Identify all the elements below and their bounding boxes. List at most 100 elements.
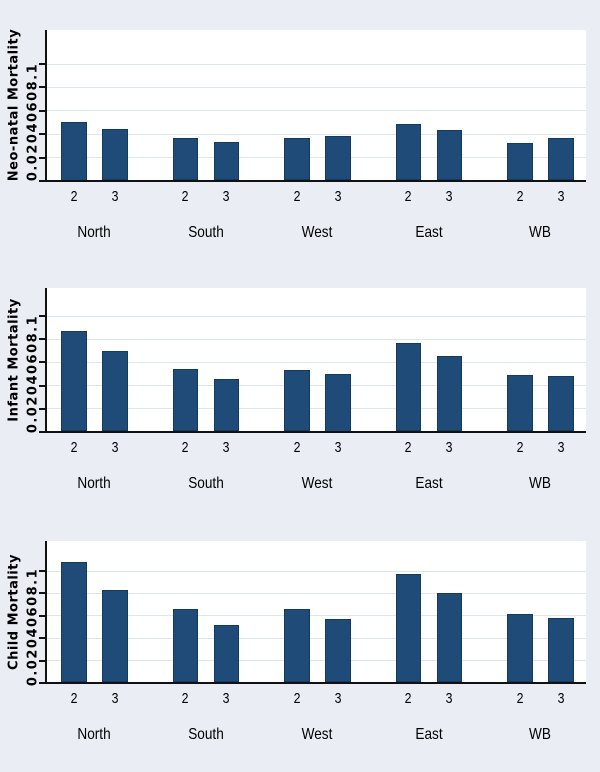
- bar-label-south-2: 2: [181, 689, 189, 707]
- gridline: [46, 592, 586, 594]
- bar-label-east-2: 2: [404, 438, 412, 456]
- bar-label-wb-2: 2: [516, 187, 524, 205]
- bar-label-wb-2: 2: [516, 689, 524, 707]
- y-axis-tick: [38, 431, 45, 433]
- bar-east-3: [436, 130, 462, 181]
- gridline: [46, 110, 586, 112]
- bar-label-wb-3: 3: [557, 438, 565, 456]
- bar-east-2: [395, 124, 421, 181]
- gridline: [46, 637, 586, 639]
- bar-wb-3: [548, 138, 574, 181]
- group-label-south: South: [187, 223, 224, 241]
- gridline: [46, 385, 586, 387]
- gridline: [46, 157, 586, 159]
- group-label-east: East: [415, 223, 443, 241]
- bar-north-2: [61, 122, 87, 181]
- x-axis-line: [44, 431, 586, 433]
- bar-label-east-3: 3: [445, 187, 453, 205]
- bar-north-2: [61, 330, 87, 432]
- bar-west-3: [325, 136, 351, 181]
- group-label-wb: WB: [529, 474, 552, 492]
- bar-label-east-3: 3: [445, 438, 453, 456]
- plot-area: [46, 541, 586, 683]
- x-axis-line: [44, 682, 586, 684]
- bar-east-3: [436, 356, 462, 432]
- y-axis-line: [44, 541, 47, 684]
- bar-label-wb-3: 3: [557, 187, 565, 205]
- bar-label-south-2: 2: [181, 187, 189, 205]
- y-axis-tick: [38, 315, 45, 317]
- group-label-east: East: [415, 725, 443, 743]
- bar-label-south-3: 3: [222, 438, 230, 456]
- y-axis-tick: [38, 338, 45, 341]
- bar-east-2: [395, 343, 421, 432]
- bar-label-west-2: 2: [293, 187, 301, 205]
- bar-west-3: [325, 618, 351, 683]
- bar-north-3: [102, 351, 128, 432]
- bar-wb-3: [548, 617, 574, 683]
- y-axis-tick: [38, 156, 45, 159]
- bar-label-south-3: 3: [222, 187, 230, 205]
- bar-label-north-3: 3: [111, 689, 119, 707]
- y-axis-tick-labels: 0.02040608.1: [25, 567, 41, 686]
- x-axis-line: [44, 180, 586, 182]
- bar-label-east-2: 2: [404, 689, 412, 707]
- bar-east-2: [395, 573, 421, 683]
- y-axis-line: [44, 288, 47, 433]
- bar-wb-3: [548, 375, 574, 432]
- y-axis-tick: [38, 361, 45, 364]
- y-axis-title: Neo-natal Mortality: [6, 29, 22, 182]
- bar-label-wb-3: 3: [557, 689, 565, 707]
- group-label-north: North: [77, 223, 111, 241]
- y-axis-tick: [38, 637, 45, 640]
- bar-label-west-2: 2: [293, 438, 301, 456]
- bar-label-wb-2: 2: [516, 438, 524, 456]
- y-axis-tick: [38, 384, 45, 387]
- gridline: [46, 338, 586, 340]
- bar-north-3: [102, 129, 128, 181]
- bar-label-south-3: 3: [222, 689, 230, 707]
- y-axis-tick: [38, 109, 45, 112]
- y-axis-tick-labels: 0.02040608.1: [25, 62, 41, 182]
- bar-label-north-2: 2: [70, 187, 78, 205]
- group-label-wb: WB: [529, 725, 552, 743]
- group-label-west: West: [301, 474, 333, 492]
- bar-south-2: [172, 138, 198, 181]
- gridline: [46, 660, 586, 662]
- gridline: [46, 361, 586, 363]
- bar-wb-2: [507, 614, 533, 683]
- y-axis-tick: [38, 614, 45, 617]
- bar-south-2: [172, 368, 198, 432]
- bar-wb-2: [507, 143, 533, 181]
- group-label-east: East: [415, 474, 443, 492]
- y-axis-title: Infant Mortality: [6, 298, 22, 422]
- bar-label-west-3: 3: [334, 438, 342, 456]
- y-axis-tick: [38, 180, 45, 182]
- group-label-north: North: [77, 725, 111, 743]
- y-axis-line: [44, 30, 47, 182]
- y-axis-tick: [38, 86, 45, 89]
- bar-south-3: [213, 625, 239, 683]
- plot-area: [46, 30, 586, 181]
- y-axis-tick: [38, 592, 45, 595]
- bar-wb-2: [507, 374, 533, 432]
- bar-label-east-2: 2: [404, 187, 412, 205]
- bar-west-2: [284, 138, 310, 181]
- bar-label-west-2: 2: [293, 689, 301, 707]
- bar-label-north-2: 2: [70, 438, 78, 456]
- y-axis-title: Child Mortality: [6, 553, 22, 670]
- bar-west-2: [284, 608, 310, 683]
- bar-label-east-3: 3: [445, 689, 453, 707]
- gridline: [46, 615, 586, 617]
- bar-west-3: [325, 373, 351, 432]
- bar-south-3: [213, 141, 239, 181]
- group-label-south: South: [187, 725, 224, 743]
- bar-label-west-3: 3: [334, 689, 342, 707]
- group-label-west: West: [301, 725, 333, 743]
- bar-east-3: [436, 592, 462, 683]
- y-axis-tick: [38, 63, 45, 65]
- y-axis-tick: [38, 570, 45, 572]
- bar-label-south-2: 2: [181, 438, 189, 456]
- gridline: [46, 63, 586, 65]
